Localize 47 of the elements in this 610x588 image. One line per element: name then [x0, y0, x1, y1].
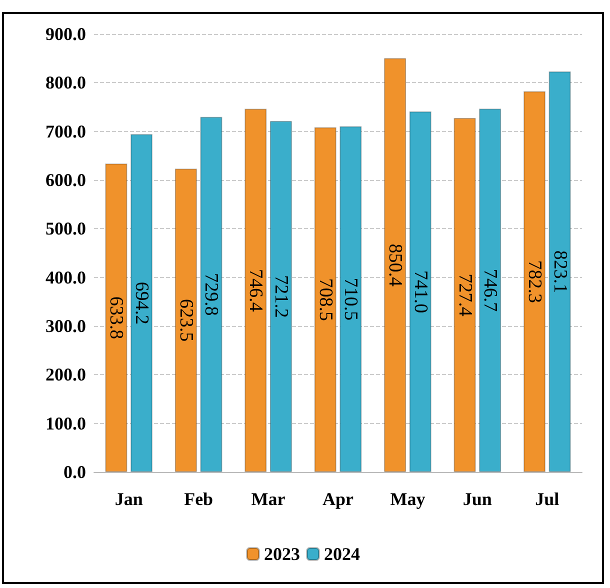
- data-label: 694.2: [131, 282, 152, 324]
- data-label: 729.8: [200, 273, 222, 316]
- x-tick-label: May: [390, 489, 426, 509]
- x-tick-label: Feb: [184, 489, 214, 509]
- data-label: 708.5: [314, 278, 336, 321]
- data-label: 823.1: [549, 250, 570, 294]
- legend-label: 2023: [264, 544, 300, 564]
- x-tick-label: Mar: [251, 489, 286, 509]
- data-label: 741.0: [410, 270, 431, 314]
- y-tick-label: 300.0: [46, 316, 86, 336]
- bar: [340, 126, 362, 472]
- data-label: 633.8: [106, 296, 127, 340]
- y-tick-label: 600.0: [46, 170, 86, 190]
- bar: [130, 134, 153, 472]
- bar: [454, 118, 476, 472]
- bar: [384, 58, 406, 472]
- data-label: 850.4: [384, 244, 406, 287]
- x-tick-label: Jul: [535, 489, 560, 509]
- y-tick-label: 500.0: [46, 218, 86, 239]
- bar: [174, 168, 197, 472]
- x-tick-label: Apr: [322, 489, 354, 509]
- x-tick-label: Jan: [114, 489, 143, 509]
- y-tick-label: 200.0: [46, 364, 86, 385]
- bar: [479, 108, 502, 472]
- y-tick-label: 0.0: [64, 462, 86, 482]
- bar: [548, 71, 571, 472]
- y-tick-label: 700.0: [46, 121, 86, 142]
- data-label: 727.4: [454, 274, 476, 317]
- data-label: 710.5: [340, 278, 362, 320]
- y-tick-label: 400.0: [46, 267, 86, 288]
- data-label: 746.4: [245, 269, 266, 312]
- data-label: 746.7: [480, 268, 501, 312]
- bar: [244, 108, 267, 472]
- bar: [200, 116, 222, 472]
- legend-label: 2024: [324, 544, 360, 564]
- data-label: 721.2: [270, 275, 292, 318]
- bar: [314, 127, 336, 472]
- bar: [270, 121, 292, 472]
- bar: [105, 164, 128, 472]
- bar: [409, 111, 432, 472]
- data-label: 782.3: [524, 260, 545, 304]
- bar: [523, 91, 546, 472]
- data-label: 623.5: [175, 298, 196, 342]
- x-tick-label: Jun: [462, 489, 492, 509]
- y-tick-label: 800.0: [46, 72, 86, 93]
- y-tick-label: 900.0: [46, 24, 86, 44]
- y-tick-label: 100.0: [46, 413, 86, 434]
